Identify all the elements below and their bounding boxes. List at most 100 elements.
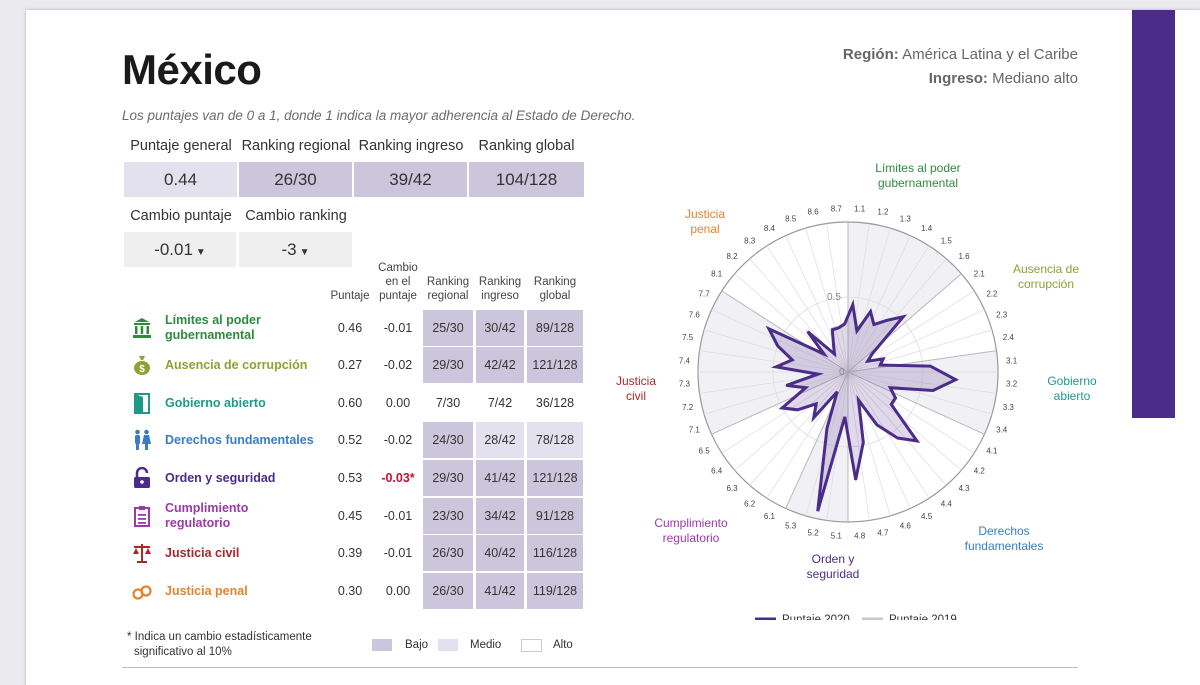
footnote-line-1: * Indica un cambio estadísticamente <box>127 631 312 643</box>
cell-income: 40/42 <box>476 535 524 571</box>
region-line: Región: América Latina y el Caribe <box>843 46 1078 63</box>
axis-label: 5.3 <box>785 522 797 531</box>
axis-label: 2.2 <box>986 289 998 298</box>
cell-income: 42/42 <box>476 347 524 383</box>
axis-label: 4.2 <box>974 466 986 475</box>
radar-spoke <box>847 371 870 521</box>
income-value: Mediano alto <box>992 70 1078 87</box>
radar-spoke <box>847 329 993 373</box>
cell-regional: 29/30 <box>423 460 473 496</box>
r-tick-0: 0 <box>839 367 845 378</box>
score-change: -0.01 ▼ <box>124 232 236 267</box>
table-row: Gobierno abierto 0.60 0.00 7/30 7/42 36/128 <box>124 385 586 421</box>
factor-label: Gobierno abierto <box>1047 374 1097 403</box>
label-rank-change: Cambio ranking <box>245 208 347 224</box>
factor-label: Justicia civil <box>616 374 656 403</box>
radar-spoke <box>847 235 911 373</box>
factor-label: Límites al poder gubernamental <box>875 161 960 190</box>
cell-global: 89/128 <box>527 310 583 346</box>
cell-regional: 25/30 <box>423 310 473 346</box>
axis-label: 4.4 <box>941 499 953 508</box>
radar-spoke <box>721 371 849 454</box>
cell-income: 7/42 <box>487 396 513 410</box>
axis-label: 6.5 <box>699 447 711 456</box>
axis-label: 7.1 <box>689 425 701 434</box>
axis-label: 3.2 <box>1006 380 1018 389</box>
radar-spoke <box>699 350 849 373</box>
radar-spoke <box>847 223 870 373</box>
cell-global: 121/128 <box>527 347 583 383</box>
radar-spoke <box>703 329 849 373</box>
axis-label: 1.5 <box>941 237 953 246</box>
factor-label: Cumplimiento regulatorio <box>654 516 728 545</box>
axis-label: 1.3 <box>900 214 912 223</box>
radar-spoke <box>703 371 849 415</box>
cell-income: 28/42 <box>476 422 524 458</box>
col-change: Cambio en el puntaje <box>378 262 418 302</box>
cell-score: 0.60 <box>337 396 363 410</box>
cell-global: 36/128 <box>535 396 575 410</box>
regional-rank: 26/30 <box>239 162 352 197</box>
region-label: Región: <box>842 46 899 63</box>
r-tick-0.5: 0.5 <box>827 292 841 303</box>
cell-income: 41/42 <box>476 460 524 496</box>
cell-regional: 26/30 <box>423 573 473 609</box>
factor-name: Ausencia de corrupción <box>165 357 308 372</box>
radar-group-divider <box>847 371 985 435</box>
radar-group-divider <box>847 273 962 373</box>
radar-spoke <box>847 371 891 517</box>
axis-label: 8.4 <box>764 224 776 233</box>
legend-low-swatch <box>372 639 392 651</box>
radar-spoke <box>805 227 849 373</box>
series-2020-line <box>765 299 960 512</box>
cell-regional: 7/30 <box>435 396 461 410</box>
radar-spoke <box>847 371 975 454</box>
legend-high: Alto <box>553 639 573 651</box>
axis-label: 6.4 <box>711 466 723 475</box>
axis-label: 8.5 <box>785 214 797 223</box>
cell-score: 0.52 <box>337 433 363 447</box>
axis-label: 7.3 <box>679 380 691 389</box>
axis-label: 1.4 <box>921 224 933 233</box>
income-label: Ingreso: <box>928 70 988 87</box>
cell-global: 121/128 <box>527 460 583 496</box>
radar-spoke <box>847 371 911 509</box>
rank-change: -3 ▼ <box>239 232 352 267</box>
factor-name: Gobierno abierto <box>165 395 266 410</box>
lock-icon <box>132 466 152 489</box>
radar-spoke <box>711 309 849 373</box>
global-rank: 104/128 <box>469 162 584 197</box>
country-title: México <box>122 46 262 93</box>
cell-score: 0.30 <box>337 584 363 598</box>
axis-label: 2.4 <box>1003 333 1015 342</box>
axis-label: 8.7 <box>831 204 843 213</box>
cell-income: 34/42 <box>476 498 524 534</box>
axis-label: 4.6 <box>900 522 912 531</box>
cell-change: -0.03* <box>381 471 415 485</box>
radar-spoke <box>826 223 849 373</box>
axis-label: 7.6 <box>689 311 701 320</box>
radar-sector <box>848 350 998 435</box>
income-rank: 39/42 <box>354 162 467 197</box>
axis-label: 4.7 <box>877 528 889 537</box>
cell-global: 116/128 <box>527 535 583 571</box>
rank-change-value: -3 <box>281 240 297 259</box>
cell-change: -0.02 <box>383 433 413 447</box>
radar-spoke <box>847 258 947 373</box>
cell-regional: 24/30 <box>423 422 473 458</box>
label-regional-rank: Ranking regional <box>241 138 351 154</box>
region-value: América Latina y el Caribe <box>902 46 1078 63</box>
table-row: Justicia civil 0.39 -0.01 26/30 40/42 116/128 <box>124 535 586 571</box>
factor-name: Límites al poder gubernamental <box>165 313 261 342</box>
cell-regional: 26/30 <box>423 535 473 571</box>
down-arrow-icon: ▼ <box>195 247 206 258</box>
cell-score: 0.27 <box>337 358 363 372</box>
radar-spoke <box>734 371 849 471</box>
legend-2020: Puntaje 2020 <box>782 614 850 620</box>
axis-label: 4.5 <box>921 512 933 521</box>
axis-label: 4.3 <box>958 484 970 493</box>
cell-score: 0.46 <box>337 321 363 335</box>
col-regional: Ranking regional <box>426 276 470 302</box>
table-row: Límites al poder gubernamental 0.46 -0.01 25… <box>124 310 586 346</box>
factor-name: Justicia penal <box>165 583 248 598</box>
